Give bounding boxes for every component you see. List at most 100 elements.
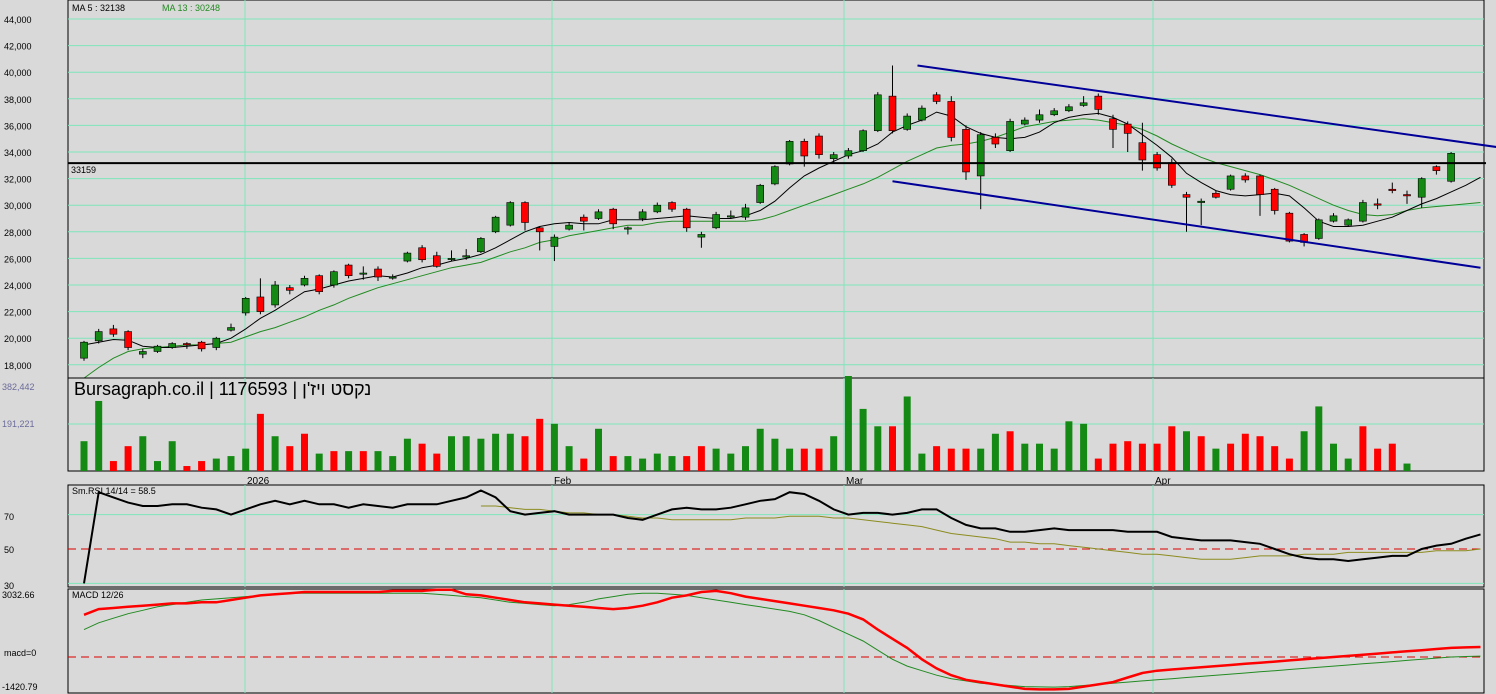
volume-bar [668, 456, 676, 471]
candle [521, 201, 529, 231]
candle-body [947, 101, 956, 138]
candle [1270, 187, 1279, 215]
candle [271, 281, 279, 308]
candle [976, 132, 985, 210]
candle-body [212, 337, 221, 348]
candle [168, 342, 176, 349]
volume-bar [109, 461, 117, 471]
volume-bar [1080, 423, 1088, 471]
volume-tick-max: 382,442 [2, 382, 35, 392]
volume-bar [212, 458, 220, 471]
candle-body [256, 296, 265, 312]
candle [903, 113, 912, 131]
candle-body [477, 238, 485, 253]
candle-body [1270, 188, 1279, 211]
candle-body [638, 211, 647, 219]
candle [388, 274, 397, 280]
price-tick-label: 34,000 [4, 148, 32, 158]
candle [1388, 182, 1397, 194]
candle [1403, 190, 1411, 204]
candle-body [1020, 119, 1029, 125]
volume-bar [800, 448, 808, 471]
candle-body [1138, 142, 1147, 161]
volume-bar [874, 426, 882, 471]
candle-body [462, 255, 471, 258]
month-axis: 2026 Feb Mar Apr [247, 476, 1171, 487]
candle [624, 226, 632, 235]
volume-bar [418, 443, 426, 471]
candle [579, 214, 588, 231]
volume-bar [639, 458, 647, 471]
candle [491, 215, 500, 234]
volume-bar [653, 453, 661, 471]
volume-bar [1403, 463, 1411, 471]
volume-bar [1315, 406, 1323, 471]
macd-tick-max: 3032.66 [2, 590, 35, 600]
candle-body [1197, 200, 1205, 203]
volume-bar [609, 456, 617, 471]
candle-body [124, 331, 132, 348]
volume-bar [1153, 443, 1161, 471]
candle-body [183, 343, 191, 346]
rsi-plot-area [67, 484, 1485, 588]
candle [1226, 174, 1235, 191]
volume-bar [1300, 431, 1308, 471]
price-tick-label: 26,000 [4, 254, 32, 264]
candle [241, 296, 250, 316]
volume-bar [168, 441, 176, 471]
candle-body [80, 341, 88, 359]
candle-body [579, 216, 588, 222]
rsi-grid [68, 485, 1484, 587]
candle-body [1212, 192, 1220, 198]
price-tick-label: 44,000 [4, 15, 32, 25]
volume-bar [1094, 458, 1102, 471]
candle-body [726, 215, 735, 218]
rsi-tick: 70 [4, 512, 14, 522]
month-label: Feb [554, 476, 572, 487]
candle [315, 274, 324, 295]
candle [462, 249, 471, 260]
candle [374, 266, 382, 282]
candle-body [388, 276, 397, 279]
candle-body [491, 216, 500, 233]
candle [212, 336, 221, 351]
candle [741, 203, 750, 220]
candle-body [800, 141, 809, 157]
candle-body [403, 252, 412, 262]
candle [1373, 198, 1382, 210]
volume-bar [198, 461, 206, 471]
volume-bar [374, 451, 382, 471]
month-label: Apr [1155, 476, 1171, 487]
price-tick-label: 36,000 [4, 121, 32, 131]
candle [80, 340, 88, 361]
volume-bar [859, 408, 867, 471]
candle-body [1006, 121, 1014, 151]
candle [550, 234, 559, 262]
volume-bar [771, 438, 779, 471]
volume-bar [1374, 448, 1382, 471]
candle [785, 140, 794, 166]
candle [300, 275, 309, 287]
candle-body [1182, 194, 1191, 198]
volume-bar [403, 438, 411, 471]
candle [1329, 213, 1338, 223]
candle-body [1315, 219, 1323, 239]
volume-bar [1124, 441, 1132, 471]
candle [1197, 198, 1205, 226]
last-price-label: 33159 [71, 165, 96, 175]
candle-body [447, 258, 456, 260]
volume-bar [330, 451, 338, 471]
price-plot-area [67, 0, 1485, 379]
candle-body [741, 207, 750, 218]
price-tick-label: 32,000 [4, 175, 32, 185]
candle-body [1035, 114, 1044, 121]
candle-body [682, 208, 691, 229]
channel-lower-line [892, 180, 1481, 269]
candle-body [771, 166, 779, 185]
candle [800, 138, 809, 167]
volume-bar [962, 448, 970, 471]
volume-bar [286, 446, 294, 471]
candle [447, 250, 456, 262]
candle [771, 165, 779, 186]
candle [1256, 174, 1264, 216]
